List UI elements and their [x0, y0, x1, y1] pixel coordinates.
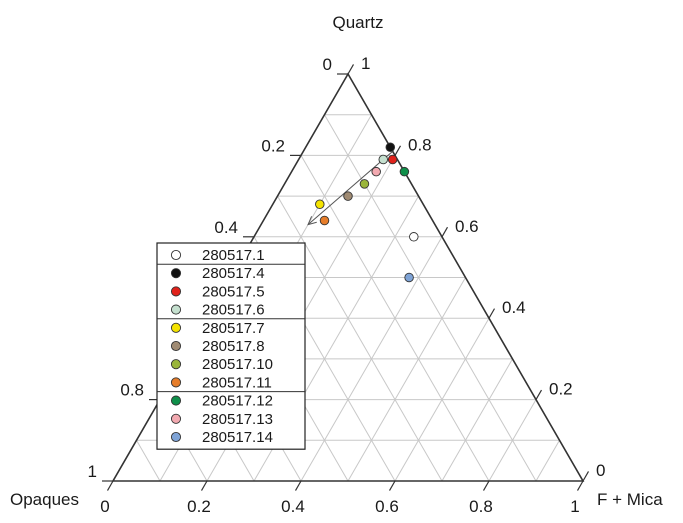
legend-swatch: [170, 268, 182, 279]
tick-label-bottom: 0.8: [469, 497, 493, 516]
tick-label-right: 0.6: [455, 217, 479, 236]
vertex-label-top: Quartz: [332, 13, 383, 32]
trend-line: [307, 150, 393, 225]
tick-label-right: 1: [361, 54, 370, 73]
legend-label: 280517.14: [202, 429, 273, 446]
tick-bottom: [106, 480, 114, 491]
tick-right: [582, 471, 590, 482]
grid-line-opaques: [136, 440, 161, 482]
tick-label-bottom: 1: [570, 497, 579, 516]
data-point-280517.10: [359, 179, 370, 189]
tick-label-right: 0.8: [408, 135, 432, 154]
tick-bottom: [576, 480, 584, 491]
legend-label: 280517.13: [202, 411, 273, 428]
legend-swatch: [170, 377, 182, 388]
trend-arrowhead: [307, 216, 317, 226]
legend-swatch: [170, 340, 182, 352]
tick-right: [441, 226, 449, 238]
grid-line-opaques: [324, 114, 537, 482]
legend-label: 280517.6: [202, 302, 265, 319]
tick-right: [394, 145, 402, 156]
tick-right: [535, 389, 543, 400]
tick-bottom: [388, 480, 396, 491]
grid-line-fmica: [488, 399, 537, 482]
grid-line-fmica: [441, 358, 513, 482]
legend-label: 280517.10: [202, 356, 273, 373]
legend-frame: [156, 242, 306, 450]
tick-bottom: [294, 480, 302, 491]
tick-bottom: [200, 480, 208, 491]
data-point-280517.1: [409, 232, 419, 242]
tick-bottom: [482, 480, 490, 491]
tick-label-bottom: 0.2: [187, 497, 211, 516]
tick-label-bottom: 0.4: [281, 497, 305, 516]
vertex-label-left: Opaques: [10, 490, 79, 509]
tick-label-left: 0.2: [261, 136, 285, 155]
data-point-280517.14: [404, 272, 414, 283]
data-point-280517.13: [371, 166, 381, 177]
data-point-280517.4: [385, 142, 396, 153]
legend-label: 280517.12: [202, 393, 273, 410]
legend-label: 280517.8: [202, 338, 265, 355]
data-point-280517.12: [399, 166, 410, 177]
legend-swatch: [170, 395, 182, 406]
vertex-label-right: F + Mica: [597, 490, 663, 509]
legend-swatch: [170, 413, 182, 424]
grid-line-fmica: [394, 317, 490, 482]
legend-label: 280517.11: [202, 374, 272, 391]
legend-label: 280517.1: [202, 247, 265, 264]
legend-swatch: [170, 286, 182, 297]
data-point-280517.8: [343, 191, 353, 201]
tick-label-right: 0: [596, 461, 605, 480]
data-point-280517.5: [387, 154, 398, 165]
legend-swatch: [170, 431, 182, 443]
grid-line-fmica: [347, 277, 466, 482]
tick-right: [488, 308, 496, 319]
data-point-280517.11: [319, 215, 330, 226]
grid-line-fmica: [535, 440, 560, 482]
tick-right: [347, 64, 355, 75]
data-point-280517.6: [378, 154, 389, 165]
legend-swatch: [170, 322, 182, 333]
tick-label-right: 0.2: [549, 380, 573, 399]
tick-label-left: 0: [323, 55, 332, 74]
legend-label: 280517.5: [202, 283, 265, 300]
tick-label-bottom: 0.6: [375, 497, 399, 516]
trend-arrow: [307, 150, 393, 226]
legend-swatch: [170, 249, 182, 261]
data-points: [315, 142, 419, 283]
tick-label-left: 0.8: [120, 381, 144, 400]
tick-label-right: 0.4: [502, 298, 526, 317]
legend-swatch: [170, 359, 182, 370]
legend-label: 280517.7: [202, 320, 265, 337]
legend-swatch: [170, 304, 182, 315]
data-point-280517.7: [315, 199, 325, 209]
legend-label: 280517.4: [202, 265, 265, 282]
tick-label-left: 0.4: [214, 218, 238, 237]
tick-label-left: 1: [88, 462, 97, 481]
tick-label-bottom: 0: [100, 497, 109, 516]
